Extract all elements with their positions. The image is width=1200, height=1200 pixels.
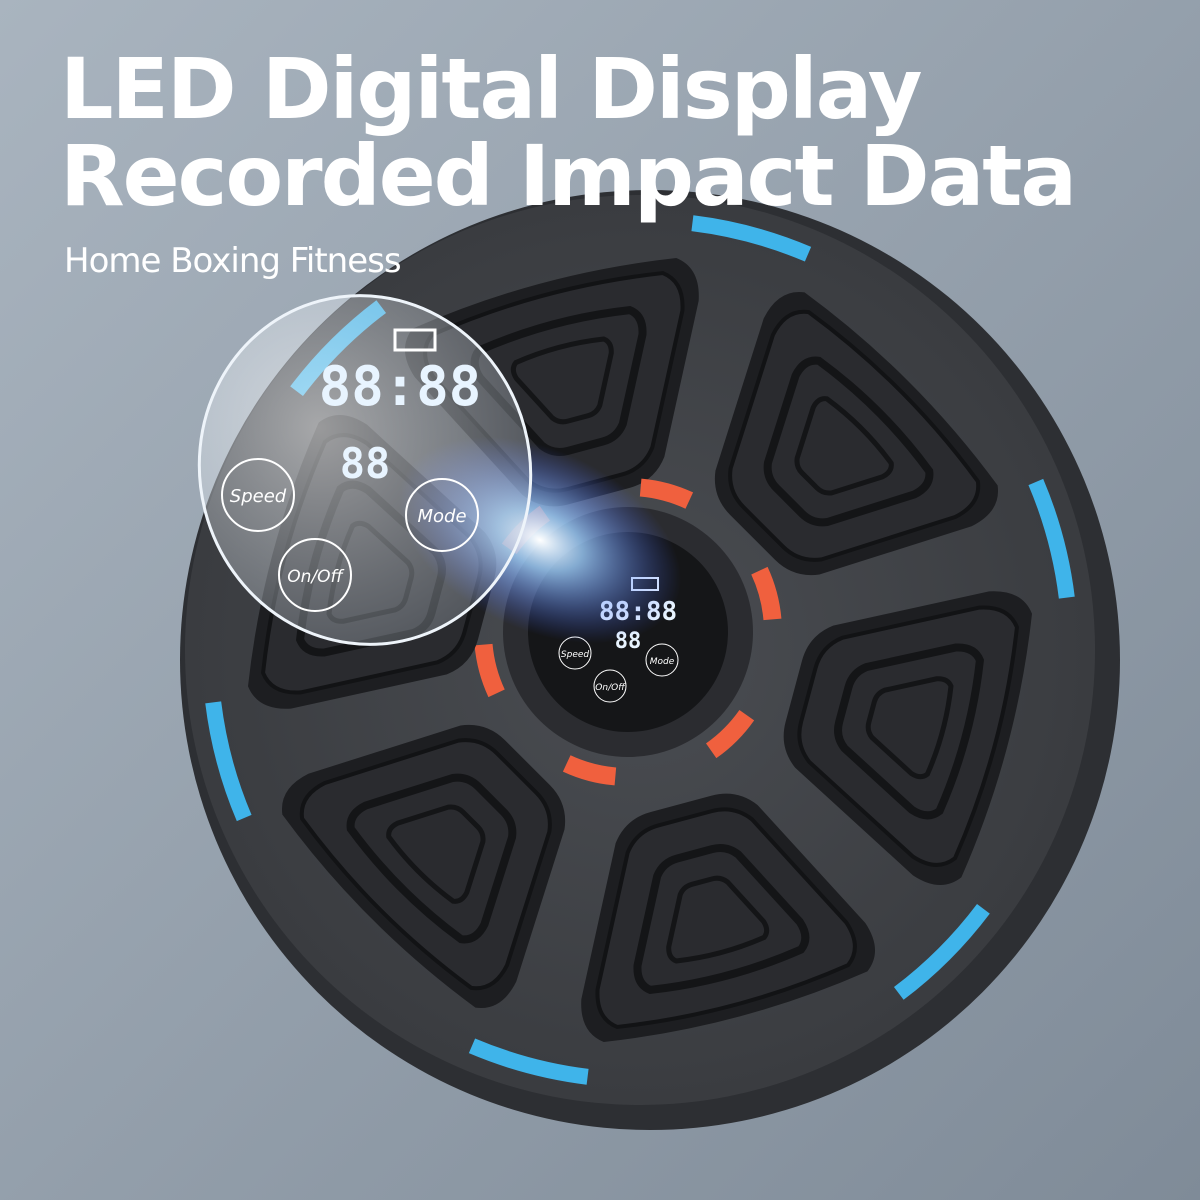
mode-label-large: Mode — [417, 506, 466, 527]
headline-line-2: Recorded Impact Data — [60, 127, 1075, 225]
pad-core — [386, 804, 486, 904]
onoff-label: On/Off — [595, 683, 626, 693]
headline-line-1: LED Digital Display — [60, 40, 922, 138]
speed-button-large — [221, 458, 295, 532]
onoff-label-large: On/Off — [287, 567, 344, 587]
clock-digits-large: 88:88 — [319, 355, 482, 418]
magnified-display: 88:88 88 Speed Mode On/Off — [197, 294, 533, 646]
speed-label: Speed — [561, 650, 590, 660]
onoff-button — [593, 669, 627, 703]
blue-light-strip — [893, 903, 990, 1000]
pad-core — [794, 396, 894, 496]
subtitle: Home Boxing Fitness — [64, 241, 401, 281]
battery-icon-large — [393, 328, 437, 352]
orange-light-strip — [751, 566, 782, 621]
strike-pad — [581, 793, 876, 1042]
mode-label: Mode — [650, 657, 675, 667]
pad-ring — [633, 844, 810, 994]
pad-core — [666, 875, 770, 964]
blue-light-strip — [691, 215, 812, 262]
orange-light-strip — [474, 643, 505, 698]
orange-light-strip — [639, 478, 694, 509]
pad-ring — [834, 643, 984, 820]
mode-button-large — [405, 478, 479, 552]
strike-pad — [783, 591, 1032, 886]
orange-light-strip — [562, 755, 617, 786]
blue-light-strip — [205, 701, 252, 822]
counter-digits-large: 88 — [340, 439, 391, 488]
onoff-button-large — [278, 538, 352, 612]
mode-button — [645, 643, 679, 677]
strike-pad — [714, 291, 999, 576]
pad-core — [510, 336, 614, 425]
pad-ring — [346, 773, 517, 944]
blue-light-strip — [468, 1038, 589, 1085]
strike-pad — [281, 724, 566, 1009]
blue-light-strip — [1028, 478, 1075, 599]
orange-light-strip — [705, 709, 755, 759]
pad-core — [865, 676, 954, 780]
lens — [197, 294, 533, 646]
pad-ring — [763, 356, 934, 527]
speed-label-large: Speed — [230, 486, 287, 507]
